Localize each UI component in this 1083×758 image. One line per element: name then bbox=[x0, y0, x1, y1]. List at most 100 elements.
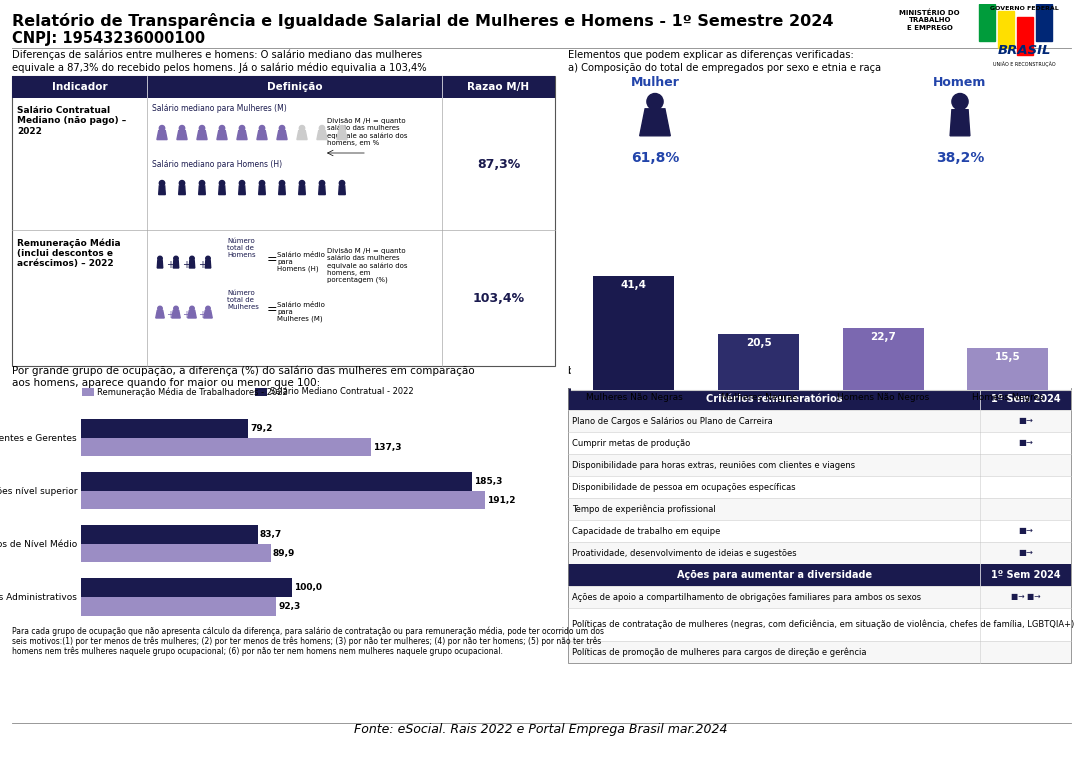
Text: Razao M/H: Razao M/H bbox=[468, 82, 530, 92]
Circle shape bbox=[219, 126, 224, 131]
Polygon shape bbox=[317, 130, 327, 139]
Text: 185,3: 185,3 bbox=[474, 477, 503, 486]
Bar bbox=[255, 388, 268, 396]
Text: Trab. em Atividade Operacionais *: Trab. em Atividade Operacionais * bbox=[82, 613, 226, 622]
Text: Relatório de Transparência e Igualdade Salarial de Mulheres e Homens - 1º Semest: Relatório de Transparência e Igualdade S… bbox=[12, 13, 834, 29]
Bar bbox=[593, 276, 675, 390]
Polygon shape bbox=[157, 261, 162, 268]
Text: UNIÃO E RECONSTRUÇÃO: UNIÃO E RECONSTRUÇÃO bbox=[993, 61, 1056, 67]
Circle shape bbox=[299, 180, 304, 186]
Polygon shape bbox=[159, 186, 166, 195]
Text: +: + bbox=[182, 260, 190, 270]
Text: BRASIL: BRASIL bbox=[997, 44, 1052, 57]
Bar bbox=[81, 544, 271, 562]
Bar bbox=[567, 608, 1071, 641]
Polygon shape bbox=[339, 186, 345, 195]
Text: Remuneração Média de Trabalhadores - 2022: Remuneração Média de Trabalhadores - 202… bbox=[97, 387, 288, 396]
Text: 87,3%: 87,3% bbox=[477, 158, 520, 171]
Text: Fonte: eSocial. Rais 2022 e Portal Emprega Brasil mar.2024: Fonte: eSocial. Rais 2022 e Portal Empre… bbox=[354, 723, 728, 736]
Text: Número
total de
Homens: Número total de Homens bbox=[227, 238, 256, 258]
Text: Plano de Cargos e Salários ou Plano de Carreira: Plano de Cargos e Salários ou Plano de C… bbox=[572, 416, 773, 425]
Bar bbox=[81, 597, 276, 615]
Bar bbox=[81, 490, 484, 509]
Text: 22,7: 22,7 bbox=[871, 332, 896, 342]
Text: Capacidade de trabalho em equipe: Capacidade de trabalho em equipe bbox=[572, 527, 720, 535]
Text: Disponibilidade de pessoa em ocupações específicas: Disponibilidade de pessoa em ocupações e… bbox=[572, 483, 796, 491]
Circle shape bbox=[299, 126, 304, 131]
Text: Divisão M /H = quanto
salário das mulheres
equivale ao salário dos
homens, em
po: Divisão M /H = quanto salário das mulher… bbox=[327, 248, 407, 283]
Circle shape bbox=[173, 306, 179, 311]
Bar bbox=[567, 542, 1071, 564]
Bar bbox=[567, 388, 1071, 410]
Text: Diferenças de salários entre mulheres e homens: O salário mediano das mulheres
e: Diferenças de salários entre mulheres e … bbox=[12, 50, 427, 73]
Text: seis motivos:(1) por ter menos de três mulheres; (2) por ter menos de três homen: seis motivos:(1) por ter menos de três m… bbox=[12, 636, 601, 646]
Circle shape bbox=[159, 126, 165, 131]
Text: a) Composição do total de empregados por sexo e etnia e raça: a) Composição do total de empregados por… bbox=[567, 63, 882, 73]
Circle shape bbox=[319, 180, 325, 186]
Polygon shape bbox=[640, 109, 670, 136]
Bar bbox=[567, 586, 1071, 608]
Bar bbox=[81, 525, 258, 544]
Circle shape bbox=[180, 180, 185, 186]
Text: Por grande grupo de ocupação, a diferença (%) do salário das mulheres em compara: Por grande grupo de ocupação, a diferenç… bbox=[12, 366, 474, 377]
Polygon shape bbox=[177, 130, 187, 139]
Polygon shape bbox=[259, 186, 265, 195]
Bar bbox=[718, 334, 799, 390]
Text: ■→: ■→ bbox=[1018, 549, 1033, 557]
Text: Cumprir metas de produção: Cumprir metas de produção bbox=[572, 438, 690, 447]
Polygon shape bbox=[277, 130, 287, 139]
Text: 191,2: 191,2 bbox=[486, 496, 516, 505]
Circle shape bbox=[279, 126, 285, 131]
Circle shape bbox=[319, 126, 325, 131]
Text: 1º Sem 2024: 1º Sem 2024 bbox=[991, 570, 1060, 580]
Text: 15,5: 15,5 bbox=[995, 352, 1020, 362]
Text: 41,4: 41,4 bbox=[621, 280, 647, 290]
Text: 100,0: 100,0 bbox=[295, 583, 323, 592]
Text: +: + bbox=[182, 310, 190, 320]
Text: +: + bbox=[198, 310, 206, 320]
Text: ■→: ■→ bbox=[1018, 527, 1033, 535]
Circle shape bbox=[158, 256, 162, 261]
Polygon shape bbox=[173, 261, 179, 268]
Text: Disponibilidade para horas extras, reuniões com clientes e viagens: Disponibilidade para horas extras, reuni… bbox=[572, 461, 856, 469]
Circle shape bbox=[173, 256, 179, 261]
Bar bbox=[567, 641, 1071, 663]
Bar bbox=[567, 476, 1071, 498]
Text: 89,9: 89,9 bbox=[273, 549, 296, 558]
Circle shape bbox=[279, 180, 285, 186]
Circle shape bbox=[206, 306, 210, 311]
Bar bbox=[1035, 4, 1052, 41]
Text: Para cada grupo de ocupação que não apresenta cálculo da diferença, para salário: Para cada grupo de ocupação que não apre… bbox=[12, 626, 604, 635]
Text: aos homens, aparece quando for maior ou menor que 100:: aos homens, aparece quando for maior ou … bbox=[12, 378, 321, 388]
Text: =: = bbox=[268, 253, 277, 267]
Text: GOVERNO FEDERAL: GOVERNO FEDERAL bbox=[990, 6, 1059, 11]
Text: 61,8%: 61,8% bbox=[630, 151, 679, 165]
Circle shape bbox=[952, 93, 968, 110]
Polygon shape bbox=[156, 311, 165, 318]
Text: 1º Sem 2024: 1º Sem 2024 bbox=[991, 394, 1060, 404]
Text: ■→ ■→: ■→ ■→ bbox=[1010, 593, 1041, 602]
Circle shape bbox=[239, 126, 245, 131]
Text: Salário médio
para
Homens (H): Salário médio para Homens (H) bbox=[277, 252, 325, 272]
Text: +: + bbox=[166, 260, 174, 270]
Polygon shape bbox=[187, 311, 196, 318]
Polygon shape bbox=[257, 130, 268, 139]
Text: 92,3: 92,3 bbox=[278, 602, 300, 611]
Circle shape bbox=[180, 126, 185, 131]
Polygon shape bbox=[172, 311, 180, 318]
Text: Salário mediano para Mulheres (M): Salário mediano para Mulheres (M) bbox=[152, 104, 287, 113]
Bar bbox=[82, 388, 94, 396]
Circle shape bbox=[199, 180, 205, 186]
Text: Definição: Definição bbox=[266, 82, 323, 92]
Polygon shape bbox=[337, 130, 347, 139]
Circle shape bbox=[158, 306, 162, 311]
Text: Ações para aumentar a diversidade: Ações para aumentar a diversidade bbox=[677, 570, 872, 580]
Polygon shape bbox=[297, 130, 308, 139]
Text: Políticas de promoção de mulheres para cargos de direção e gerência: Políticas de promoção de mulheres para c… bbox=[572, 647, 866, 656]
Circle shape bbox=[190, 306, 194, 311]
Text: Ações de apoio a compartilhamento de obrigações familiares para ambos os sexos: Ações de apoio a compartilhamento de obr… bbox=[572, 593, 922, 602]
Polygon shape bbox=[238, 186, 246, 195]
Bar bbox=[567, 454, 1071, 476]
Text: b) Critérios de remuneração e ações para garantir diversidade: b) Critérios de remuneração e ações para… bbox=[567, 366, 880, 377]
Polygon shape bbox=[206, 261, 211, 268]
